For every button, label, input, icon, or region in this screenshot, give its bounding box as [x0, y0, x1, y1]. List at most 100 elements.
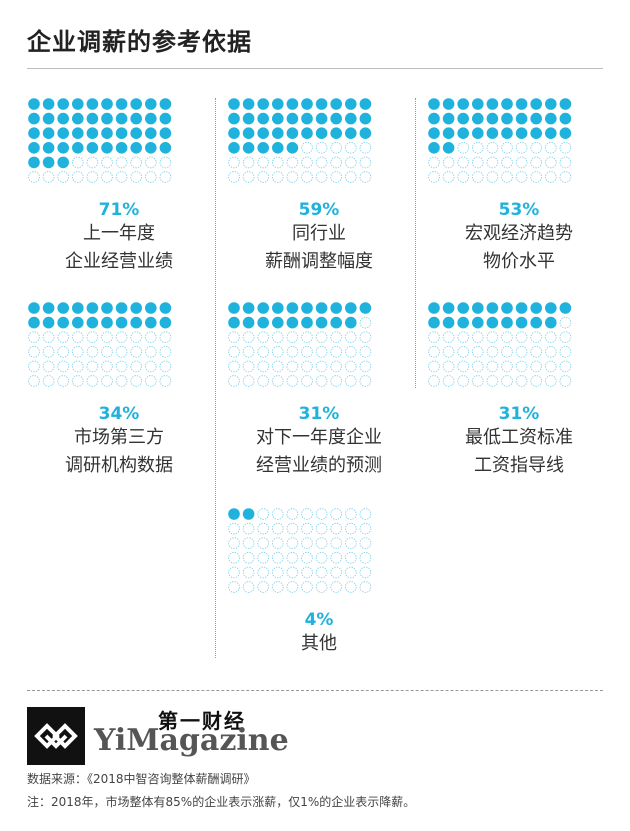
waffle-dot-filled [345, 112, 357, 125]
waffle-dot-empty [144, 156, 157, 169]
waffle-dot-empty [544, 360, 557, 373]
waffle-dot-filled [28, 112, 40, 125]
waffle-dot-filled [559, 302, 572, 314]
waffle-dot-filled [301, 98, 313, 110]
waffle-dot-filled [428, 98, 440, 110]
waffle-dot-empty [515, 331, 528, 344]
waffle-dot-filled [115, 142, 128, 154]
waffle-dot-filled [428, 302, 440, 314]
waffle-dot-filled [501, 98, 513, 110]
waffle-dot-empty [144, 375, 157, 387]
waffle-dot-empty [530, 375, 543, 387]
waffle-dot-empty [130, 156, 143, 169]
waffle-dot-empty [57, 375, 70, 387]
waffle-dot-filled [501, 316, 513, 329]
waffle-dot-filled [101, 316, 113, 329]
waffle-dot-empty [344, 566, 357, 579]
waffle-dot-empty [315, 508, 328, 520]
waffle-dot-empty [286, 566, 299, 579]
waffle-dot-empty [159, 331, 172, 344]
waffle-dot-filled [530, 302, 542, 314]
waffle-dot-empty [486, 360, 499, 373]
waffle-dot-empty [301, 171, 313, 183]
brand-name-en: YiMagazine [94, 723, 289, 758]
waffle-dot-filled [159, 112, 172, 125]
waffle-dot-empty [86, 171, 99, 183]
waffle-dot-filled [486, 112, 499, 125]
waffle-dot-filled [86, 316, 99, 329]
waffle-dot-empty [228, 551, 240, 564]
label-line-1: 宏观经济趋势 [465, 223, 573, 244]
waffle-dot-empty [159, 345, 172, 358]
waffle-dot-empty [501, 375, 513, 387]
waffle-dot-filled [359, 127, 372, 139]
waffle-dot-empty [330, 551, 343, 564]
waffle-dot-empty [257, 508, 270, 520]
waffle-dot-filled [72, 98, 84, 110]
waffle-dot-empty [359, 581, 372, 593]
waffle-dot-empty [442, 360, 455, 373]
waffle-dot-empty [559, 360, 572, 373]
waffle-dot-empty [359, 522, 372, 535]
column-divider [415, 98, 416, 388]
waffle-dot-filled [428, 142, 440, 154]
waffle-grid [28, 302, 172, 387]
waffle-dot-filled [272, 127, 284, 139]
waffle-dot-filled [242, 142, 255, 154]
waffle-dot-empty [228, 581, 240, 593]
waffle-dot-empty [359, 360, 372, 373]
waffle-dot-empty [257, 331, 270, 344]
waffle-dot-empty [228, 375, 240, 387]
waffle-dot-empty [286, 171, 299, 183]
waffle-dot-empty [486, 171, 499, 183]
waffle-dot-empty [86, 331, 99, 344]
waffle-dot-empty [344, 360, 357, 373]
waffle-grid [428, 98, 572, 183]
waffle-dot-filled [101, 98, 113, 110]
waffle-dot-filled [101, 112, 113, 125]
waffle-dot-empty [471, 141, 484, 154]
waffle-item: 71% 上一年度 企业经营业绩 [24, 96, 214, 276]
waffle-dot-empty [330, 156, 343, 169]
waffle-dot-filled [242, 302, 255, 314]
waffle-dot-filled [330, 316, 342, 329]
waffle-dot-empty [344, 508, 357, 520]
waffle-dot-empty [115, 171, 128, 183]
waffle-dot-filled [228, 112, 240, 125]
waffle-dot-empty [271, 551, 284, 564]
waffle-dot-filled [159, 127, 172, 139]
waffle-dot-filled [257, 127, 269, 139]
waffle-dot-empty [301, 331, 313, 344]
waffle-dot-empty [286, 581, 299, 593]
waffle-dot-empty [301, 141, 313, 154]
waffle-dot-empty [442, 171, 455, 183]
waffle-dot-empty [344, 171, 357, 183]
waffle-dot-empty [115, 360, 128, 373]
waffle-dot-empty [28, 171, 40, 183]
waffle-dot-empty [501, 345, 513, 358]
waffle-dot-empty [544, 345, 557, 358]
waffle-dot-empty [301, 522, 313, 535]
waffle-dot-empty [242, 331, 255, 344]
waffle-dot-filled [28, 127, 40, 139]
waffle-dot-filled [330, 98, 342, 110]
waffle-dot-empty [544, 141, 557, 154]
waffle-dot-empty [344, 522, 357, 535]
waffle-dot-empty [559, 375, 572, 387]
waffle-dot-empty [359, 508, 372, 520]
waffle-dot-empty [130, 375, 143, 387]
waffle-dot-filled [345, 316, 357, 329]
footnote: 注：2018年，市场整体有85%的企业表示涨薪，仅1%的企业表示降薪。 [27, 795, 416, 809]
waffle-dot-empty [315, 375, 328, 387]
waffle-dot-empty [301, 551, 313, 564]
waffle-dot-filled [130, 142, 142, 154]
waffle-dot-empty [330, 171, 343, 183]
waffle-dot-filled [272, 112, 284, 125]
waffle-dot-empty [530, 331, 543, 344]
waffle-dot-empty [501, 331, 513, 344]
waffle-dot-filled [228, 302, 240, 314]
waffle-dot-empty [71, 360, 84, 373]
waffle-dot-empty [228, 360, 240, 373]
waffle-dot-filled [457, 302, 469, 314]
waffle-dot-filled [145, 316, 157, 329]
